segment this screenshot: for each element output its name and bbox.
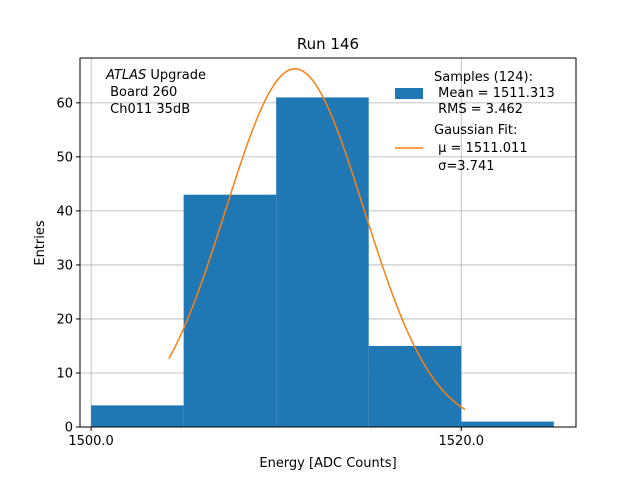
plot-frame — [79, 57, 577, 428]
legend-sigma: σ=3.741 — [434, 159, 494, 174]
annotation-upgrade: Upgrade — [146, 68, 206, 83]
y-tick-label: 40 — [56, 204, 73, 219]
histogram-bar — [368, 345, 462, 427]
histogram-bars — [91, 97, 554, 427]
histogram-bar — [276, 97, 369, 427]
y-tick-label: 50 — [56, 150, 73, 165]
axis-ticks: 1500.0 1520.0 0 10 20 30 40 50 60 — [56, 96, 484, 449]
annotation-line-2: Board 260 — [106, 85, 177, 100]
legend: Samples (124): Mean = 1511.313 RMS = 3.4… — [395, 70, 555, 174]
x-tick-label: 1500.0 — [68, 434, 114, 449]
y-tick-label: 20 — [56, 312, 73, 327]
y-tick-label: 10 — [56, 366, 73, 381]
x-axis-label: Energy [ADC Counts] — [259, 456, 396, 471]
annotation-atlas: ATLAS — [105, 68, 146, 83]
legend-rms: RMS = 3.462 — [434, 102, 523, 117]
y-tick-label: 0 — [65, 421, 73, 436]
histogram-bar — [91, 405, 184, 427]
x-tick-label: 1520.0 — [439, 434, 485, 449]
legend-mean: Mean = 1511.313 — [434, 86, 555, 101]
atlas-annotation: ATLAS Upgrade Board 260 Ch011 35dB — [105, 68, 206, 117]
annotation-line-3: Ch011 35dB — [106, 102, 190, 117]
legend-gaussian: Gaussian Fit: — [434, 123, 517, 138]
legend-samples: Samples (124): — [434, 70, 533, 85]
legend-mu: μ = 1511.011 — [434, 141, 528, 156]
y-axis-label: Entries — [33, 220, 48, 266]
legend-histogram-swatch — [395, 88, 423, 99]
gaussian-fit-curve — [168, 68, 466, 411]
histogram-bar — [183, 194, 277, 427]
chart-title: Run 146 — [297, 35, 359, 53]
y-tick-label: 30 — [56, 258, 73, 273]
annotation-line-1: ATLAS Upgrade — [105, 68, 206, 83]
histogram-bar — [461, 421, 554, 427]
y-tick-label: 60 — [56, 96, 73, 111]
